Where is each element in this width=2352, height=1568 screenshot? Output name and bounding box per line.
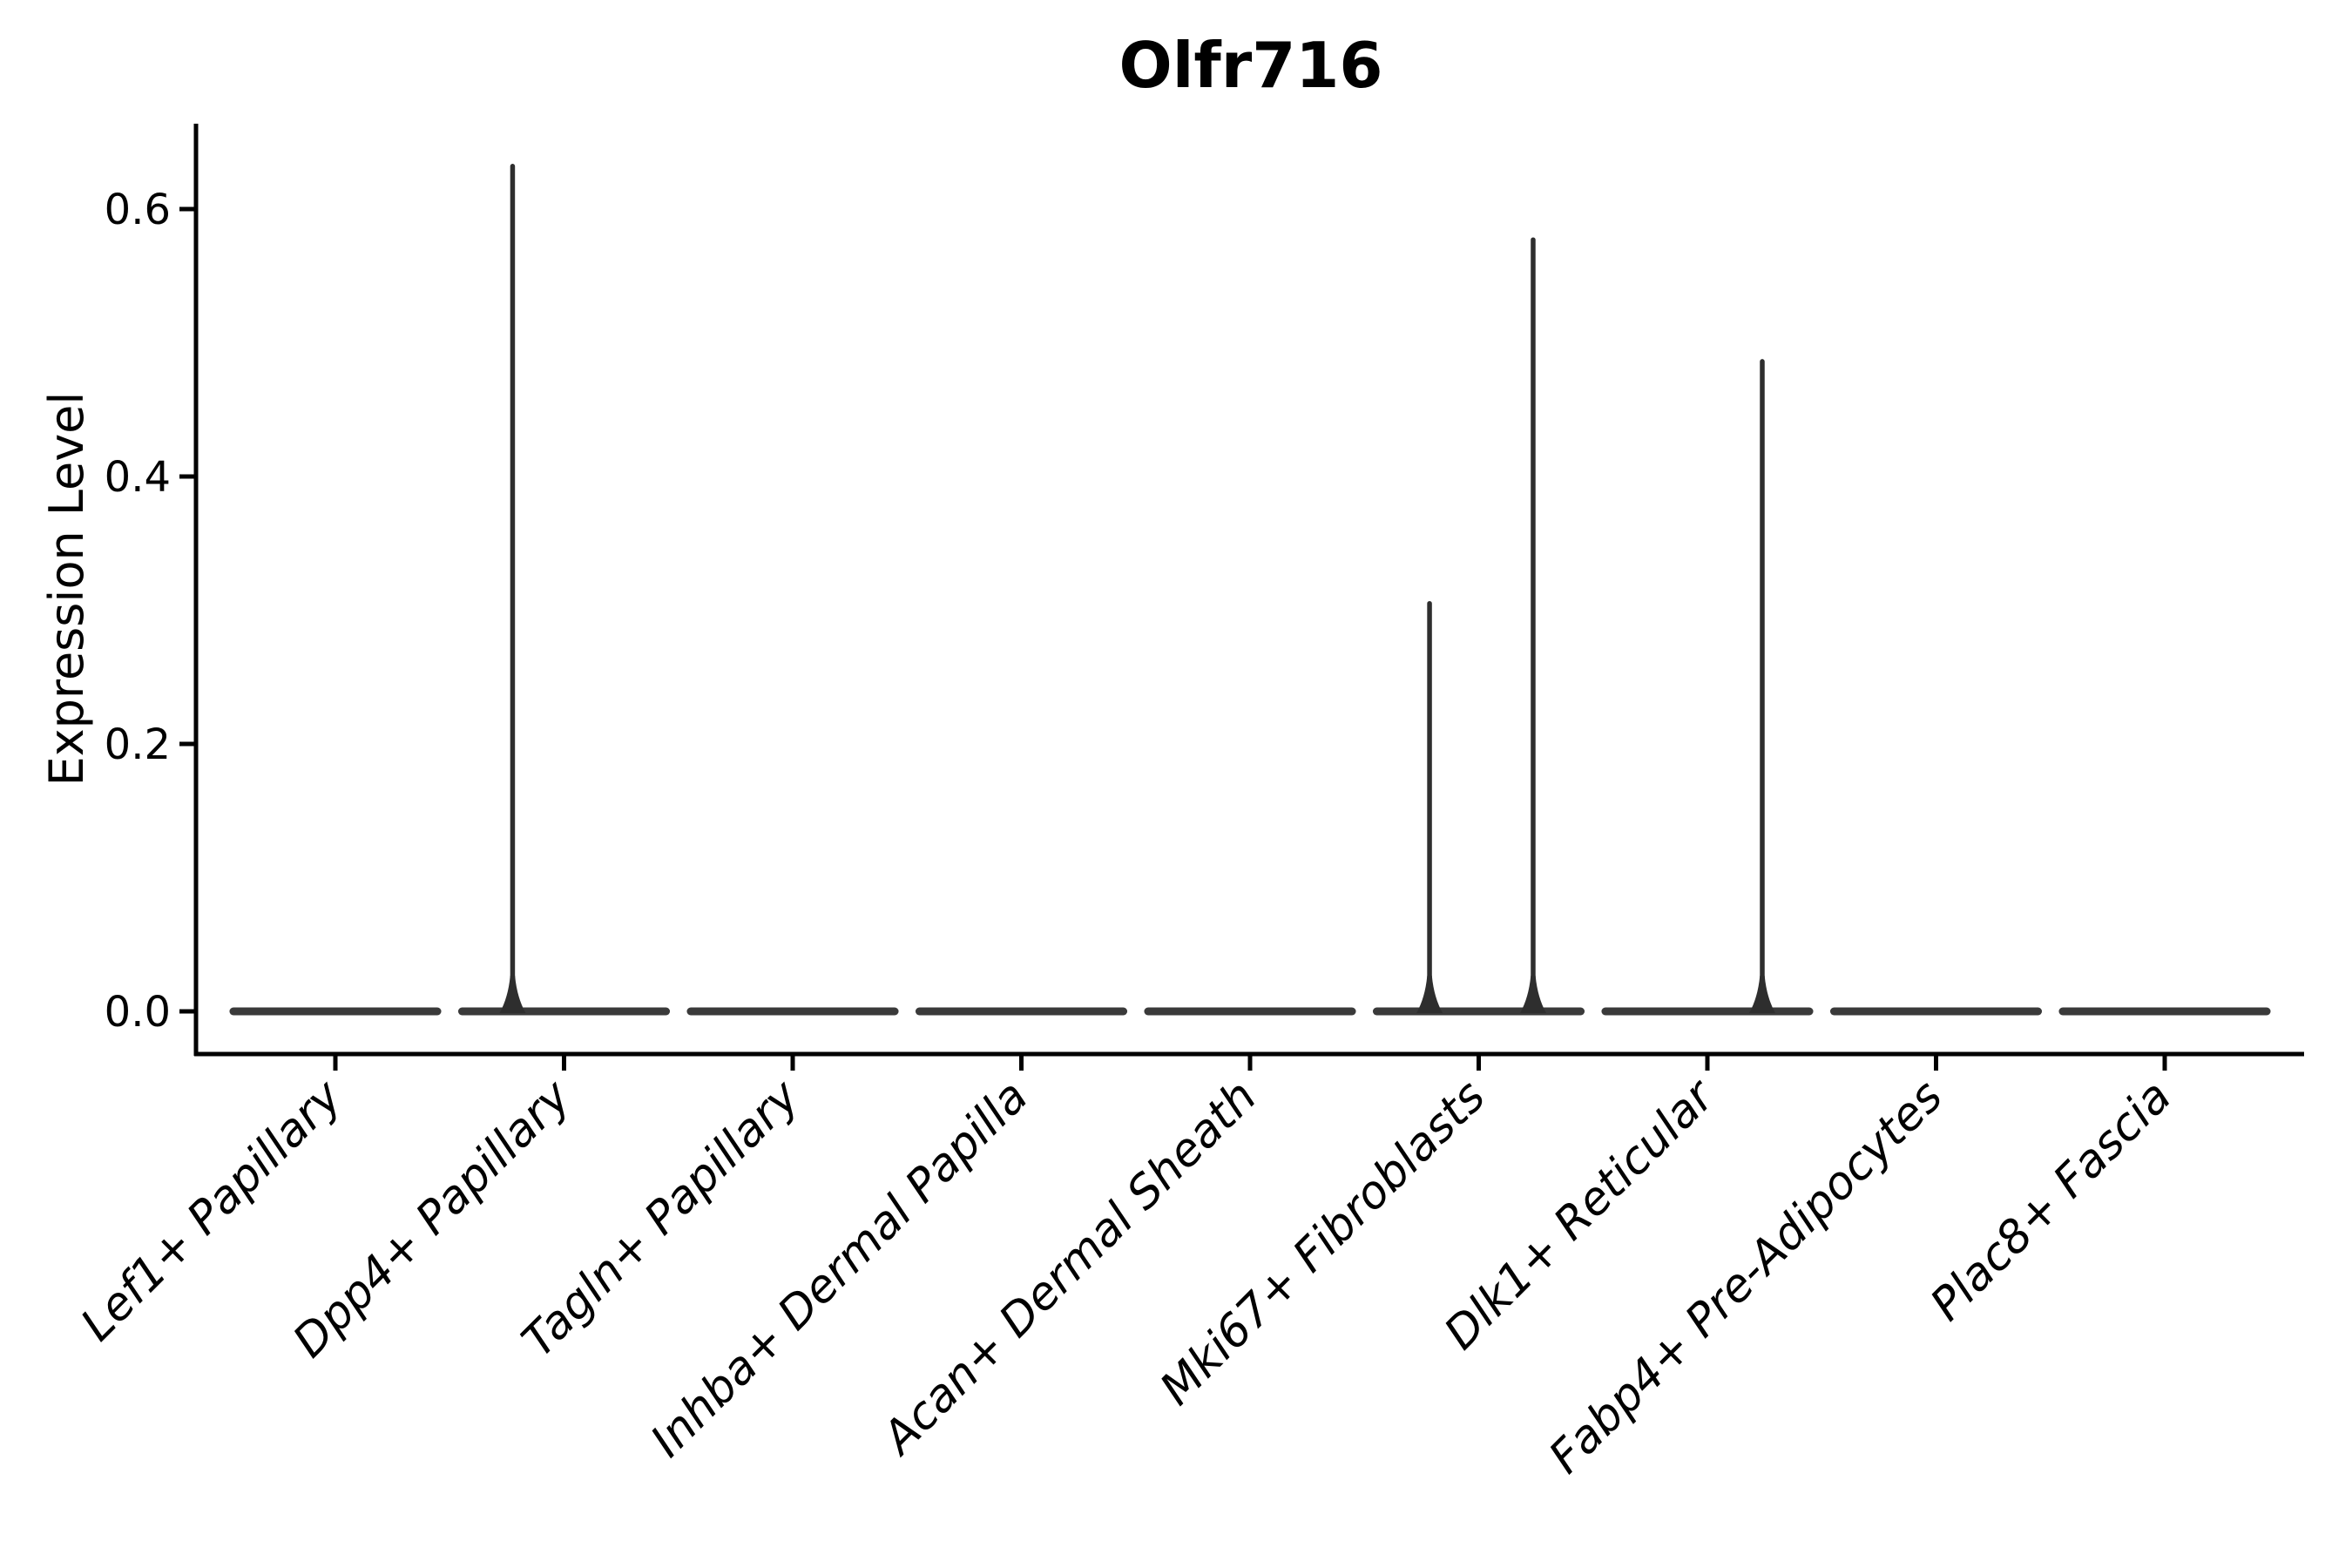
violin-spike-flare [499, 976, 526, 1013]
violins-layer [229, 164, 2271, 1016]
violin-spike-flare [1519, 976, 1546, 1013]
y-tick-label: 0.2 [105, 720, 171, 769]
x-tick-label: Plac8+ Fascia [1921, 1071, 2181, 1331]
violin-spike-flare [1416, 976, 1443, 1013]
chart-title: Olfr716 [1119, 29, 1382, 102]
y-tick-label: 0.6 [105, 186, 171, 234]
axes-layer [179, 124, 2304, 1071]
x-tick-label: Acan+ Dermal Sheath [871, 1071, 1267, 1466]
y-tick-label: 0.0 [105, 988, 171, 1037]
violin-spike-flare [1749, 976, 1775, 1013]
y-axis-label: Expression Level [39, 392, 94, 787]
violin-2 [457, 164, 671, 1016]
violin-6 [1372, 237, 1585, 1016]
y-tick-label: 0.4 [105, 453, 171, 502]
x-tick-label: Fabp4+ Pre-Adipocytes [1539, 1071, 1953, 1484]
violin-7 [1601, 359, 1814, 1016]
x-tick-label: Inhba+ Dermal Papilla [641, 1071, 1038, 1468]
